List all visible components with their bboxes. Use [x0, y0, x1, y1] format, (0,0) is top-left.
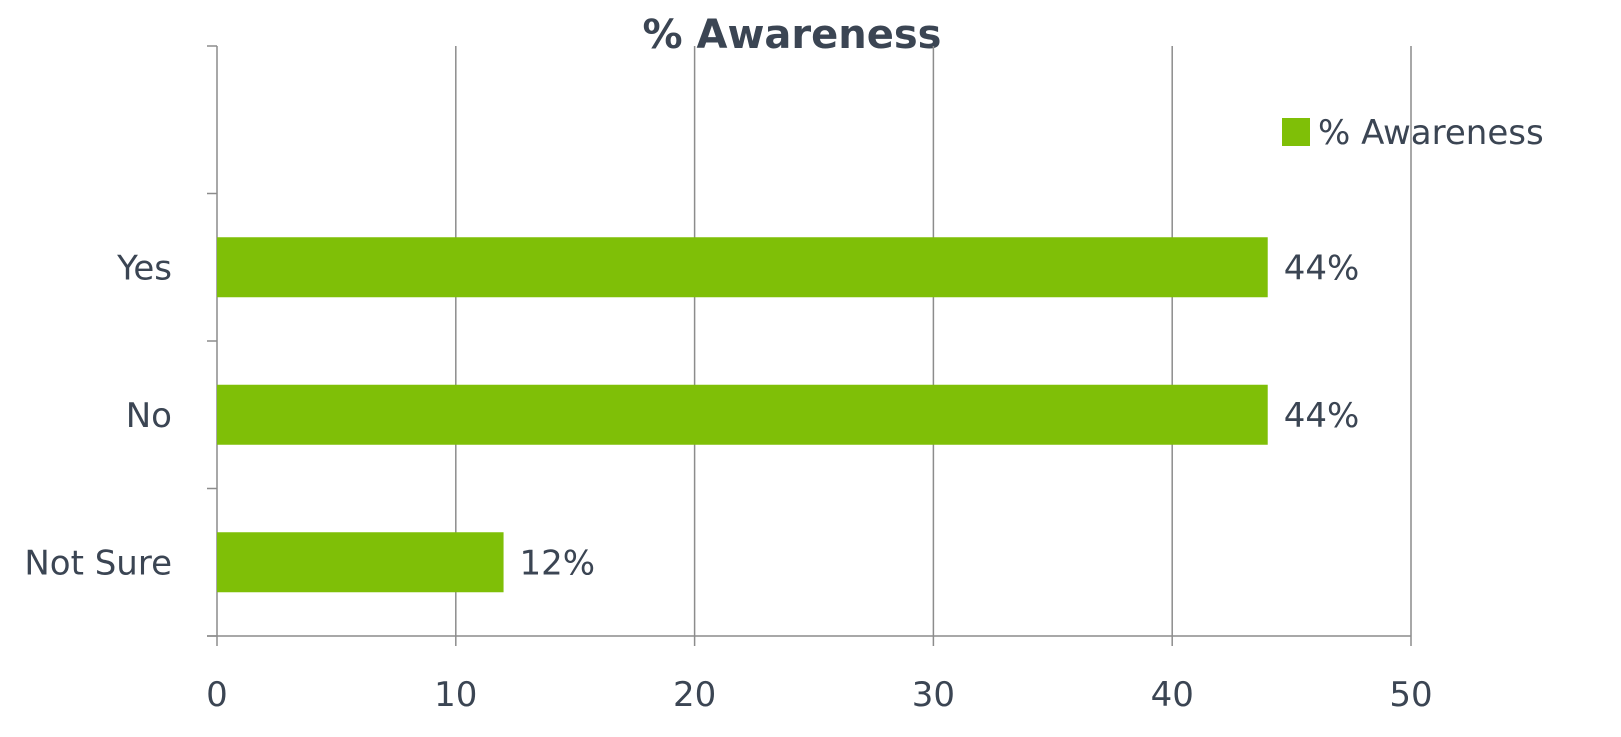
y-category-label: Yes: [116, 248, 172, 288]
legend-swatch: [1282, 118, 1310, 146]
bars: [217, 237, 1268, 593]
y-category-label: Not Sure: [24, 543, 172, 583]
bar: [217, 532, 504, 593]
x-tick-label: 10: [434, 675, 477, 715]
x-tick-label: 30: [912, 675, 955, 715]
x-tick-label: 50: [1389, 675, 1432, 715]
data-label: 44%: [1284, 248, 1360, 288]
chart-title: % Awareness: [643, 12, 942, 58]
labels: 0 10 20 30 40 50 Yes 44% No 44% Not Sure 12%: [24, 248, 1432, 715]
bar: [217, 384, 1268, 445]
gridlines: [455, 46, 1412, 636]
data-label: 44%: [1284, 396, 1360, 436]
legend-label: % Awareness: [1318, 113, 1544, 153]
data-label: 12%: [520, 543, 596, 583]
bar: [217, 237, 1268, 298]
x-tick-label: 20: [673, 675, 716, 715]
legend: % Awareness: [1282, 113, 1544, 153]
y-category-label: No: [126, 396, 172, 436]
x-tick-label: 0: [206, 675, 228, 715]
x-tick-label: 40: [1151, 675, 1194, 715]
